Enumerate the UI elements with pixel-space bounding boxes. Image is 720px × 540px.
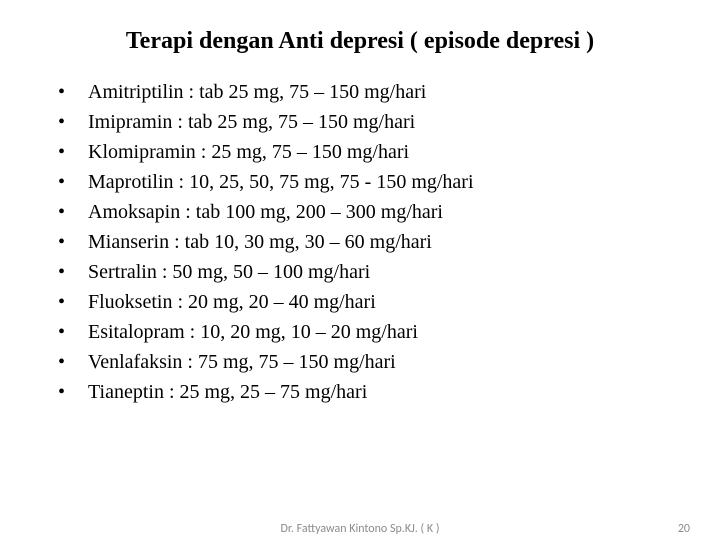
list-item: •Amitriptilin : tab 25 mg, 75 – 150 mg/h… xyxy=(58,77,680,107)
bullet-icon: • xyxy=(58,167,88,197)
list-item-text: Tianeptin : 25 mg, 25 – 75 mg/hari xyxy=(88,377,367,407)
list-item: •Mianserin : tab 10, 30 mg, 30 – 60 mg/h… xyxy=(58,227,680,257)
bullet-icon: • xyxy=(58,377,88,407)
footer-page-number: 20 xyxy=(678,522,690,536)
list-item-text: Mianserin : tab 10, 30 mg, 30 – 60 mg/ha… xyxy=(88,227,432,257)
bullet-icon: • xyxy=(58,77,88,107)
list-item-text: Fluoksetin : 20 mg, 20 – 40 mg/hari xyxy=(88,287,376,317)
list-item: •Klomipramin : 25 mg, 75 – 150 mg/hari xyxy=(58,137,680,167)
list-item: •Fluoksetin : 20 mg, 20 – 40 mg/hari xyxy=(58,287,680,317)
list-item-text: Esitalopram : 10, 20 mg, 10 – 20 mg/hari xyxy=(88,317,418,347)
bullet-icon: • xyxy=(58,137,88,167)
footer-author: Dr. Fattyawan Kintono Sp.KJ. ( K ) xyxy=(281,522,440,536)
bullet-icon: • xyxy=(58,287,88,317)
list-item-text: Maprotilin : 10, 25, 50, 75 mg, 75 - 150… xyxy=(88,167,474,197)
bullet-icon: • xyxy=(58,347,88,377)
bullet-icon: • xyxy=(58,257,88,287)
list-item-text: Venlafaksin : 75 mg, 75 – 150 mg/hari xyxy=(88,347,396,377)
list-item-text: Amitriptilin : tab 25 mg, 75 – 150 mg/ha… xyxy=(88,77,426,107)
slide: Terapi dengan Anti depresi ( episode dep… xyxy=(0,0,720,540)
list-item: •Amoksapin : tab 100 mg, 200 – 300 mg/ha… xyxy=(58,197,680,227)
list-item: •Maprotilin : 10, 25, 50, 75 mg, 75 - 15… xyxy=(58,167,680,197)
bullet-icon: • xyxy=(58,227,88,257)
list-item: •Sertralin : 50 mg, 50 – 100 mg/hari xyxy=(58,257,680,287)
content-area: •Amitriptilin : tab 25 mg, 75 – 150 mg/h… xyxy=(40,77,680,407)
bullet-icon: • xyxy=(58,107,88,137)
slide-title: Terapi dengan Anti depresi ( episode dep… xyxy=(40,28,680,55)
list-item: •Imipramin : tab 25 mg, 75 – 150 mg/hari xyxy=(58,107,680,137)
bullet-icon: • xyxy=(58,197,88,227)
list-item-text: Amoksapin : tab 100 mg, 200 – 300 mg/har… xyxy=(88,197,443,227)
bullet-list: •Amitriptilin : tab 25 mg, 75 – 150 mg/h… xyxy=(58,77,680,407)
list-item-text: Sertralin : 50 mg, 50 – 100 mg/hari xyxy=(88,257,370,287)
list-item: •Esitalopram : 10, 20 mg, 10 – 20 mg/har… xyxy=(58,317,680,347)
list-item: •Tianeptin : 25 mg, 25 – 75 mg/hari xyxy=(58,377,680,407)
list-item: •Venlafaksin : 75 mg, 75 – 150 mg/hari xyxy=(58,347,680,377)
list-item-text: Imipramin : tab 25 mg, 75 – 150 mg/hari xyxy=(88,107,415,137)
list-item-text: Klomipramin : 25 mg, 75 – 150 mg/hari xyxy=(88,137,409,167)
bullet-icon: • xyxy=(58,317,88,347)
